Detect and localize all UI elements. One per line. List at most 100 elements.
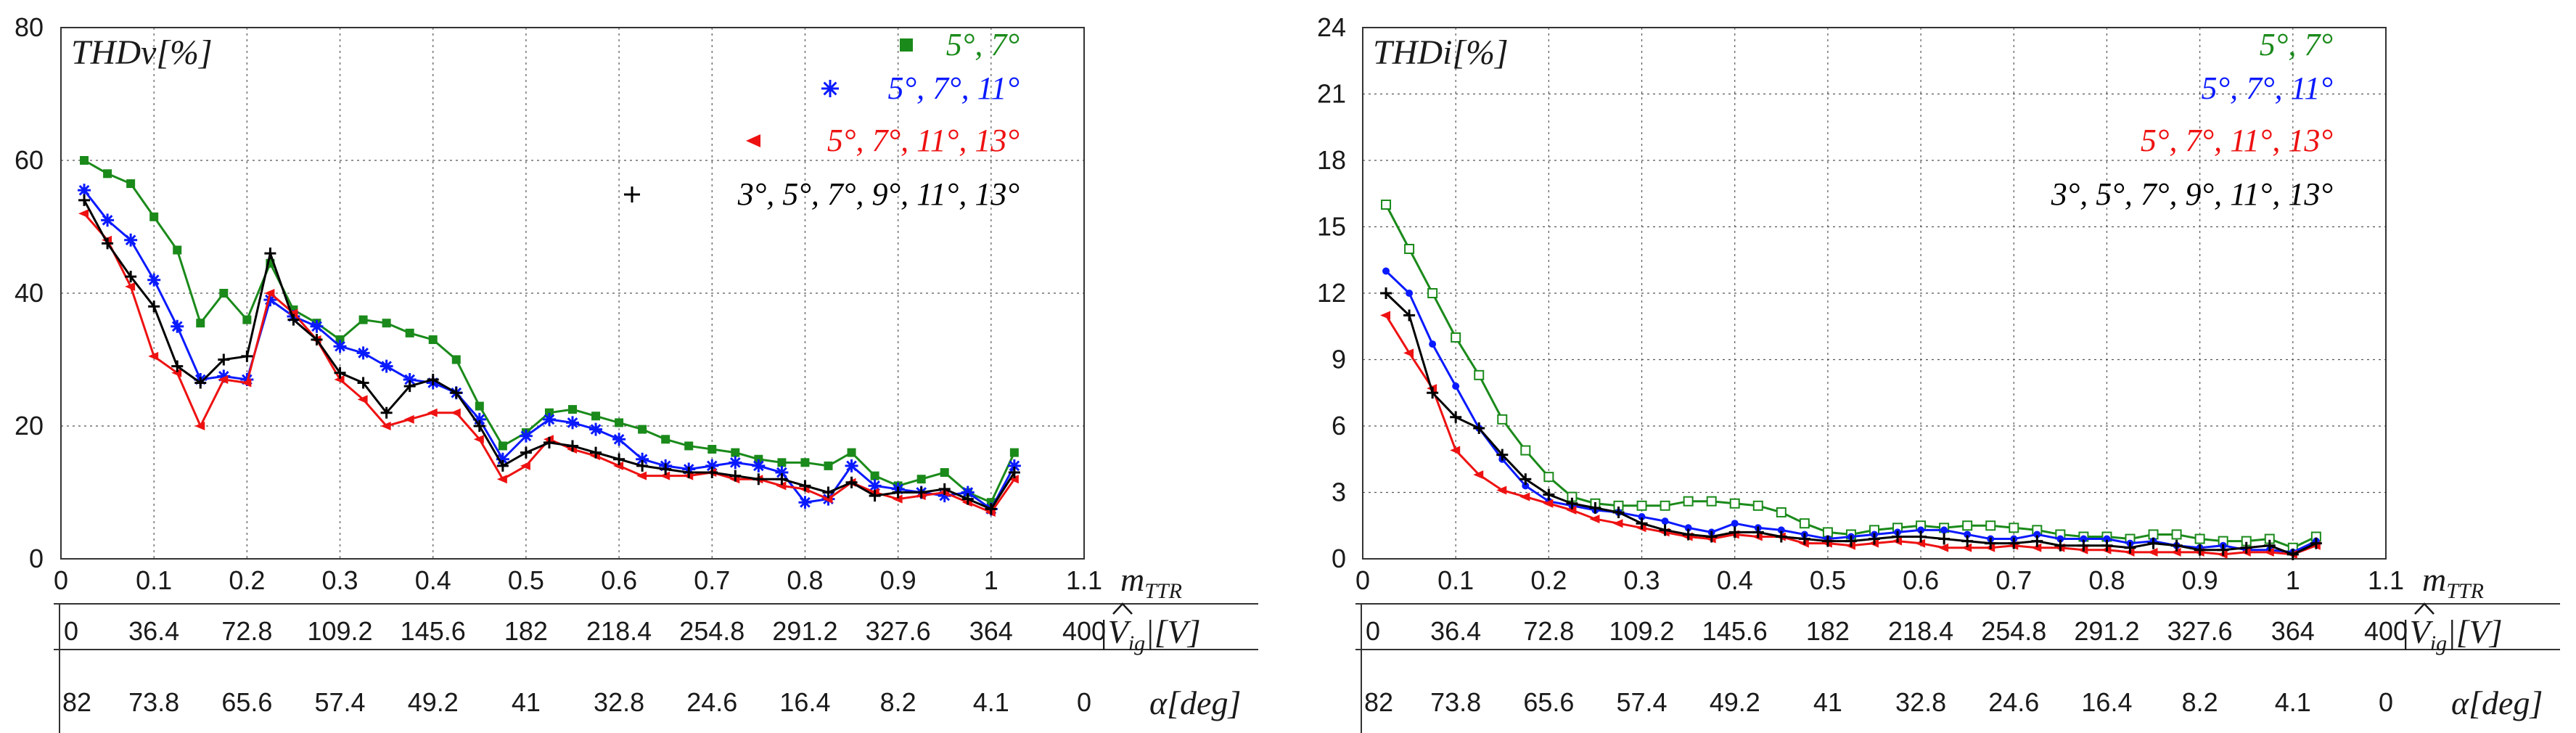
alpha-axis-label: α[deg] <box>2451 684 2543 721</box>
data-point <box>660 463 672 475</box>
data-point <box>148 351 159 361</box>
series-0 <box>1381 200 2321 553</box>
data-point <box>287 314 300 326</box>
y-tick-label: 9 <box>1332 345 1346 374</box>
data-point <box>2286 548 2299 560</box>
data-point <box>847 448 856 457</box>
data-point <box>615 418 624 427</box>
data-point <box>333 340 347 353</box>
data-point <box>1798 533 1810 545</box>
data-point <box>1403 348 1414 358</box>
data-point <box>2054 539 2067 552</box>
data-point <box>403 414 414 424</box>
data-point <box>566 416 579 430</box>
data-point <box>1452 382 1460 390</box>
data-point <box>1775 531 1787 543</box>
data-point <box>2009 523 2019 533</box>
v-tick-label: 145.6 <box>1702 616 1768 646</box>
data-point <box>636 452 649 466</box>
data-point <box>473 420 485 432</box>
alpha-tick-label: 41 <box>512 687 541 717</box>
data-point <box>2310 537 2322 549</box>
data-point <box>335 335 345 345</box>
data-point <box>1543 488 1555 501</box>
data-point <box>403 372 417 386</box>
v-tick-label: 254.8 <box>1981 616 2046 646</box>
data-point <box>472 412 486 426</box>
data-point <box>1731 520 1739 528</box>
v-tick-label: 109.2 <box>307 616 372 646</box>
data-point <box>1821 535 1834 547</box>
data-point <box>961 486 975 499</box>
data-point <box>1007 459 1021 472</box>
data-point <box>543 436 555 449</box>
data-point <box>519 429 533 443</box>
v-tick-label: 109.2 <box>1609 616 1674 646</box>
data-point <box>1964 531 1972 539</box>
data-point <box>1382 267 1390 275</box>
data-point <box>2056 535 2064 543</box>
data-point <box>1636 500 1647 511</box>
v-tick-label: 218.4 <box>1888 616 1953 646</box>
data-point <box>1752 526 1764 539</box>
data-point <box>2124 541 2136 554</box>
series-2 <box>1380 311 2321 559</box>
v-tick-label: 182 <box>1806 616 1850 646</box>
data-point <box>985 503 997 515</box>
data-point <box>1705 531 1718 543</box>
data-point <box>754 454 763 464</box>
x-tick-label: 1 <box>2286 565 2300 595</box>
data-point <box>311 334 323 346</box>
data-point <box>1938 543 1949 552</box>
data-point <box>2103 535 2111 543</box>
data-point <box>2170 539 2183 552</box>
series-1 <box>78 184 1021 516</box>
data-point <box>1612 506 1625 518</box>
data-point <box>2031 535 2043 547</box>
data-point <box>357 377 369 389</box>
data-point <box>822 486 834 499</box>
v-tick-label: 36.4 <box>128 616 179 646</box>
plot-frame <box>60 27 1085 560</box>
data-point <box>568 405 577 414</box>
data-point <box>1380 287 1392 299</box>
x-tick-label: 0.4 <box>415 565 451 595</box>
data-point <box>1450 446 1461 455</box>
data-point <box>752 473 765 486</box>
data-point <box>1497 414 1508 425</box>
data-point <box>334 374 345 384</box>
data-point <box>1752 500 1763 511</box>
data-point <box>915 486 927 499</box>
series-line <box>83 189 1016 511</box>
data-point <box>496 452 509 466</box>
data-point <box>892 494 903 504</box>
alpha-tick-label: 0 <box>1077 687 1091 717</box>
data-point <box>589 422 603 436</box>
data-point <box>520 446 532 459</box>
data-point <box>1427 387 1439 399</box>
v-tick-label: 291.2 <box>2074 616 2139 646</box>
data-point <box>845 476 858 488</box>
data-point <box>729 470 742 482</box>
data-point <box>870 471 879 480</box>
y-tick-label: 40 <box>15 278 44 308</box>
alpha-tick-label: 73.8 <box>1430 687 1481 717</box>
v-tick-label: 400 <box>1062 616 1106 646</box>
data-point <box>1915 531 1927 543</box>
x-tick-label: 0.5 <box>1810 565 1846 595</box>
data-point <box>2101 539 2113 552</box>
data-point <box>287 308 298 318</box>
legend-label: 5°, 7° <box>946 27 1020 62</box>
v-tick-label: 364 <box>969 616 1013 646</box>
v-tick-label: 0 <box>64 616 78 646</box>
data-point <box>1638 513 1646 521</box>
v-tick-label: 364 <box>2271 616 2315 646</box>
data-point <box>798 496 812 509</box>
data-point <box>1008 475 1019 484</box>
data-point <box>1985 520 1996 531</box>
data-point <box>196 319 205 328</box>
alpha-tick-label: 82 <box>1364 687 1393 717</box>
data-point <box>2171 529 2182 540</box>
x-tick-label: 0.5 <box>508 565 544 595</box>
